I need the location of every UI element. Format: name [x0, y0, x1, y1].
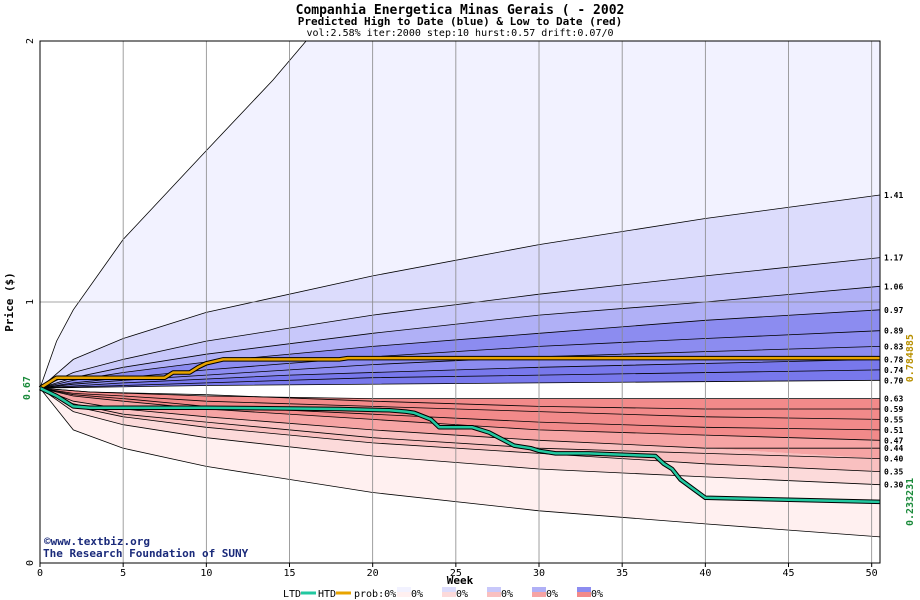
chart-title: Companhia Energetica Minas Gerais ( - 20…	[296, 3, 625, 18]
legend-low-swatch-3	[532, 592, 546, 597]
x-tick-label: 25	[450, 568, 462, 579]
plot-frame	[39, 40, 881, 564]
htd-series-line	[39, 356, 880, 390]
low-band-1	[40, 388, 880, 485]
high-band-2	[40, 257, 880, 389]
y-tick-label: 2	[25, 38, 36, 44]
x-tick-label: 15	[283, 568, 295, 579]
x-tick-label: 45	[782, 568, 794, 579]
right-value-label: 0.59	[884, 405, 903, 414]
legend-prob-label-4: <50%	[579, 589, 603, 600]
low-band-3	[40, 388, 880, 459]
chart-subtitle: Predicted High to Date (blue) & Low to D…	[298, 15, 623, 28]
right-value-label: 0.83	[884, 342, 903, 351]
right-value-label: 0.40	[884, 455, 903, 464]
foundation-text: The Research Foundation of SUNY	[43, 547, 249, 560]
right-value-label: 0.63	[884, 395, 903, 404]
legend-prob-label-1: <20%	[444, 589, 468, 600]
axis-ticks: 0 5 10 15 20 25 30 35 40 45 50 0 1 2	[25, 38, 878, 579]
right-value-label: 0.70	[884, 376, 903, 385]
x-tick-label: 20	[367, 568, 379, 579]
high-quantile-line-8	[39, 369, 881, 389]
x-tick-label: 30	[533, 568, 545, 579]
right-value-label: 0.89	[884, 327, 903, 336]
chart-params: vol:2.58% iter:2000 step:10 hurst:0.57 d…	[306, 28, 613, 39]
right-value-label: 1.06	[884, 282, 903, 291]
high-band-4	[40, 309, 880, 389]
high-band-3	[40, 286, 880, 389]
right-value-labels: 1.41 1.17 1.06 0.97 0.89 0.83 0.78 0.740.70 0.63…	[884, 191, 903, 490]
legend-high-swatch-0	[397, 587, 411, 592]
legend-high-swatch-3	[532, 587, 546, 592]
right-value-label: 0.35	[884, 468, 903, 477]
legend-high-swatch-1	[442, 587, 456, 592]
high-band-1	[40, 195, 880, 389]
right-value-label: 0.74	[884, 366, 903, 375]
low-band-0	[40, 388, 880, 537]
x-tick-label: 35	[616, 568, 628, 579]
y-tick-label: 1	[25, 299, 36, 305]
x-tick-label: 0	[37, 568, 43, 579]
legend-prob-prefix: prob:0%	[354, 589, 396, 600]
legend-prob-label-0: <10%	[399, 589, 423, 600]
x-tick-label: 50	[866, 568, 878, 579]
right-value-label: 0.55	[884, 415, 903, 424]
right-value-label: 0.30	[884, 481, 903, 490]
probability-bands	[40, 41, 880, 537]
legend-ltd-label: LTD	[283, 589, 301, 600]
low-band-4	[40, 388, 880, 441]
ltd-series-line	[39, 386, 881, 504]
x-tick-label: 40	[699, 568, 711, 579]
right-value-label: 0.51	[884, 426, 903, 435]
x-tick-label: 10	[200, 568, 212, 579]
legend-prob-label-2: <30%	[489, 589, 513, 600]
ltd-value-label: 0.233231	[905, 478, 916, 526]
legend-high-swatch-2	[487, 587, 501, 592]
grid-lines	[40, 41, 880, 563]
htd-value-label: 0.784885	[905, 334, 916, 382]
right-value-label: 0.44	[884, 444, 903, 453]
legend-low-swatch-1	[442, 592, 456, 597]
copyright-text: ©www.textbiz.org	[44, 535, 150, 548]
x-axis-label: Week	[447, 574, 474, 587]
legend: LTD HTD prob:0% <10% <20% <30% <40% <50%	[283, 587, 603, 600]
high-band-0	[40, 41, 880, 389]
legend-htd-label: HTD	[318, 589, 336, 600]
right-value-label: 0.78	[884, 355, 903, 364]
right-value-label: 0.97	[884, 306, 903, 315]
y-axis-label: Price ($)	[3, 272, 16, 332]
high-band-5	[40, 359, 880, 389]
start-price-label: 0.67	[22, 376, 33, 400]
y-tick-label: 0	[25, 560, 36, 566]
right-value-label: 1.41	[884, 191, 903, 200]
right-value-label: 0.47	[884, 436, 903, 445]
legend-low-swatch-2	[487, 592, 501, 597]
legend-prob-label-3: <40%	[534, 589, 558, 600]
legend-low-swatch-4	[577, 592, 591, 597]
data-series	[38, 355, 881, 505]
legend-low-swatch-0	[397, 592, 411, 597]
right-value-label: 1.17	[884, 254, 903, 263]
low-band-2	[40, 388, 880, 472]
legend-high-swatch-4	[577, 587, 591, 592]
x-tick-label: 5	[120, 568, 126, 579]
